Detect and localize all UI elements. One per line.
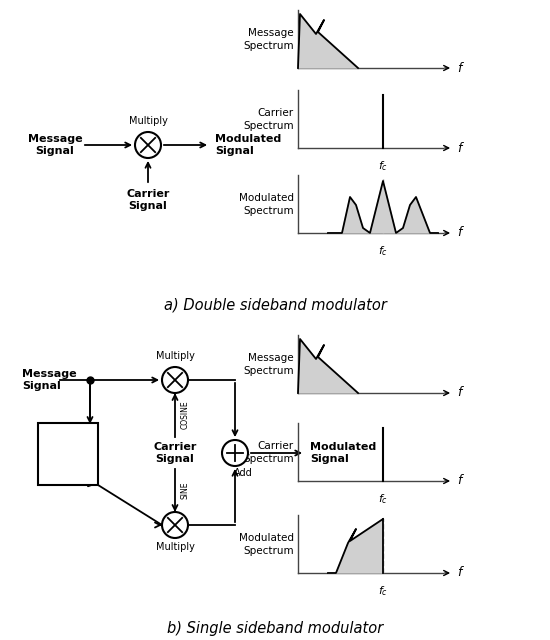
Circle shape [162,367,188,393]
Text: Message: Message [249,353,294,363]
Text: $f_c$: $f_c$ [378,492,388,506]
Text: $f_c$: $f_c$ [378,159,388,173]
Text: Message
Signal: Message Signal [22,369,76,391]
Text: Phase: Phase [52,450,84,460]
Text: 90°: 90° [56,435,80,449]
Circle shape [135,132,161,158]
Polygon shape [298,339,358,393]
Circle shape [162,512,188,538]
Text: Multiply: Multiply [156,351,195,361]
Text: f: f [457,474,461,488]
Circle shape [222,440,248,466]
Text: Carrier: Carrier [258,108,294,118]
Text: f: f [457,227,461,239]
Text: $f_c$: $f_c$ [378,244,388,258]
Text: Modulated: Modulated [239,533,294,543]
Text: f: f [457,566,461,579]
Text: SINE: SINE [181,482,190,499]
Text: Spectrum: Spectrum [243,546,294,556]
Text: b) Single sideband modulator: b) Single sideband modulator [167,621,383,636]
Text: f: f [457,61,461,74]
Text: Spectrum: Spectrum [243,121,294,131]
Text: Multiply: Multiply [129,116,167,126]
FancyBboxPatch shape [38,423,98,485]
Text: Message
Signal: Message Signal [28,134,82,156]
Text: Shift: Shift [56,462,80,472]
Text: COSINE: COSINE [181,401,190,429]
Text: Message: Message [249,28,294,38]
Polygon shape [298,14,358,68]
Text: Modulated: Modulated [239,193,294,203]
Text: Modulated
Signal: Modulated Signal [215,134,281,156]
Text: Multiply: Multiply [156,542,195,552]
Text: a) Double sideband modulator: a) Double sideband modulator [163,298,387,312]
Text: $f_c$: $f_c$ [378,584,388,598]
Text: Spectrum: Spectrum [243,41,294,51]
Text: Spectrum: Spectrum [243,206,294,216]
Text: Modulated
Signal: Modulated Signal [310,442,376,464]
Text: f: f [457,387,461,399]
Text: Add: Add [234,468,252,478]
Text: Carrier
Signal: Carrier Signal [126,189,170,211]
Text: f: f [457,141,461,154]
Text: Spectrum: Spectrum [243,454,294,464]
Text: Carrier: Carrier [258,441,294,451]
Polygon shape [328,181,438,233]
Polygon shape [328,519,383,573]
Text: Carrier
Signal: Carrier Signal [153,442,197,464]
Text: Spectrum: Spectrum [243,366,294,376]
